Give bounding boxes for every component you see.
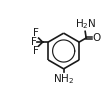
Text: H$_2$N: H$_2$N xyxy=(75,17,96,31)
Text: F: F xyxy=(31,37,37,47)
Text: F: F xyxy=(33,46,38,56)
Text: F: F xyxy=(33,28,38,38)
Text: NH$_2$: NH$_2$ xyxy=(53,72,74,86)
Text: O: O xyxy=(92,33,101,43)
